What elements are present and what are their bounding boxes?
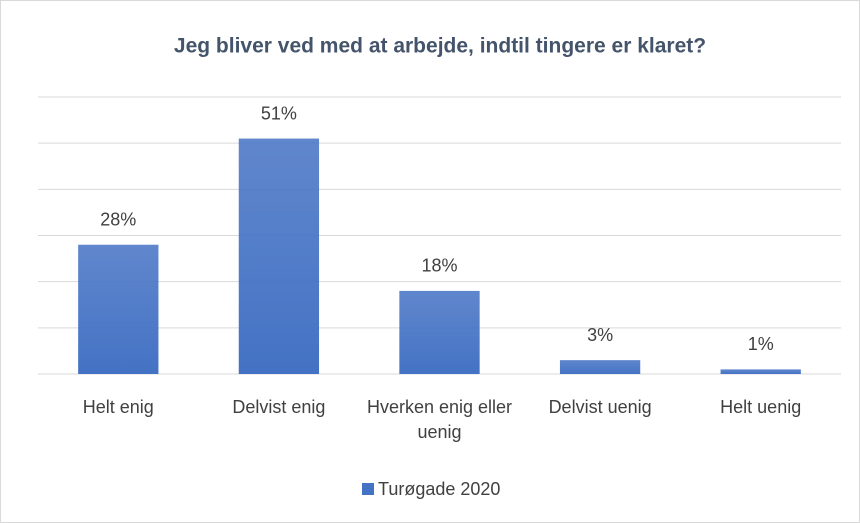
legend-label: Turøgade 2020 (378, 479, 500, 499)
chart-title: Jeg bliver ved med at arbejde, indtil ti… (174, 35, 706, 58)
x-tick-label: Hverken enig eller uenig (366, 397, 513, 442)
bar (78, 244, 159, 374)
value-label: 18% (421, 256, 457, 276)
legend-swatch (362, 483, 374, 495)
x-tick-label: Helt enig (82, 397, 154, 417)
bar (559, 360, 641, 374)
x-tick-label: Helt uenig (720, 397, 802, 417)
x-tick-label: Delvist uenig (548, 397, 652, 417)
bar (238, 138, 320, 374)
bar (399, 290, 480, 374)
bar (720, 369, 801, 374)
value-label: 51% (261, 103, 297, 123)
value-label: 3% (587, 325, 613, 345)
value-label: 1% (748, 334, 774, 354)
value-label: 28% (100, 209, 136, 229)
x-tick-label: Delvist enig (232, 397, 326, 417)
